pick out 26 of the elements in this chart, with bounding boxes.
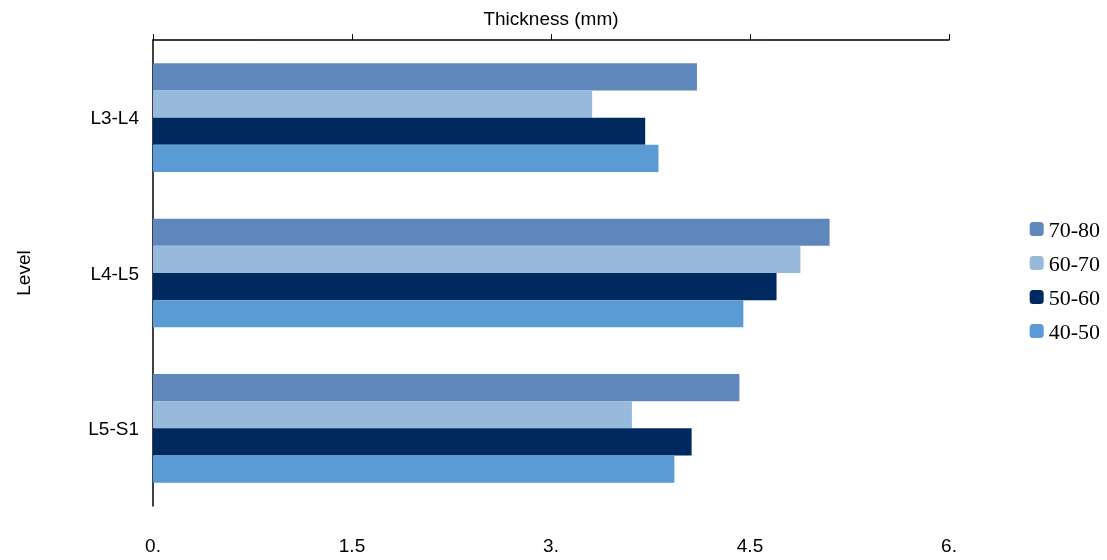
bar — [153, 63, 697, 91]
bar — [153, 245, 801, 273]
legend-label: 60-70 — [1048, 250, 1100, 276]
y-tick-label: L3-L4 — [90, 107, 140, 129]
y-tick-label: L5-S1 — [88, 417, 139, 439]
bar — [153, 273, 777, 301]
legend-label: 40-50 — [1048, 318, 1100, 344]
bar — [153, 428, 692, 456]
bar — [153, 218, 830, 246]
bar — [153, 90, 593, 118]
y-tick-label: L4-L5 — [90, 262, 139, 284]
x-axis-title: Thickness (mm) — [483, 8, 619, 29]
x-tick-label: 4.5 — [736, 535, 764, 556]
bar — [153, 300, 744, 328]
bar — [153, 455, 675, 483]
bar — [153, 144, 659, 173]
x-tick-label: 6. — [941, 535, 957, 556]
y-axis-title: Level — [13, 250, 34, 296]
bar — [153, 117, 646, 145]
bar — [153, 401, 632, 429]
bar — [153, 373, 740, 402]
legend-label: 50-60 — [1048, 284, 1100, 310]
x-tick-label: 0. — [145, 535, 161, 556]
x-tick-label: 1.5 — [338, 535, 366, 556]
x-tick-label: 3. — [543, 535, 559, 556]
legend-label: 70-80 — [1048, 216, 1100, 242]
